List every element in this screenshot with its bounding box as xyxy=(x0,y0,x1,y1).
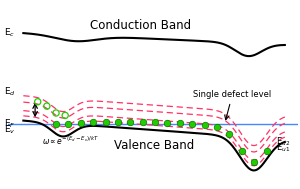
Text: E$_d$: E$_d$ xyxy=(4,85,16,98)
Point xyxy=(103,120,108,123)
Text: E$_c$: E$_c$ xyxy=(4,27,16,39)
Text: E$_{u1}$: E$_{u1}$ xyxy=(276,141,290,154)
Text: E$_{u2}$: E$_{u2}$ xyxy=(276,136,290,149)
Point xyxy=(66,123,71,126)
Text: E$_F$: E$_F$ xyxy=(4,118,16,130)
Text: E$_v$: E$_v$ xyxy=(4,123,16,136)
Text: Conduction Band: Conduction Band xyxy=(91,19,192,32)
Point xyxy=(264,149,269,152)
Point xyxy=(165,121,170,124)
Point xyxy=(63,114,68,117)
Point xyxy=(190,123,195,126)
Point xyxy=(78,122,83,125)
Point xyxy=(91,121,96,124)
Point xyxy=(116,120,120,123)
Text: Valence Band: Valence Band xyxy=(114,139,194,152)
Point xyxy=(178,122,182,125)
Point xyxy=(54,112,58,115)
Text: Single defect level: Single defect level xyxy=(193,90,272,120)
Point xyxy=(140,120,145,123)
Point xyxy=(202,124,207,127)
Point xyxy=(252,160,256,163)
Point xyxy=(44,105,49,108)
Point xyxy=(54,123,58,126)
Point xyxy=(239,149,244,153)
Text: $\omega \propto e^{-(E_d-E_v)/kT}$: $\omega \propto e^{-(E_d-E_v)/kT}$ xyxy=(42,134,99,147)
Point xyxy=(227,132,232,136)
Point xyxy=(128,120,133,123)
Point xyxy=(35,100,40,103)
Point xyxy=(214,125,219,129)
Point xyxy=(153,121,158,124)
